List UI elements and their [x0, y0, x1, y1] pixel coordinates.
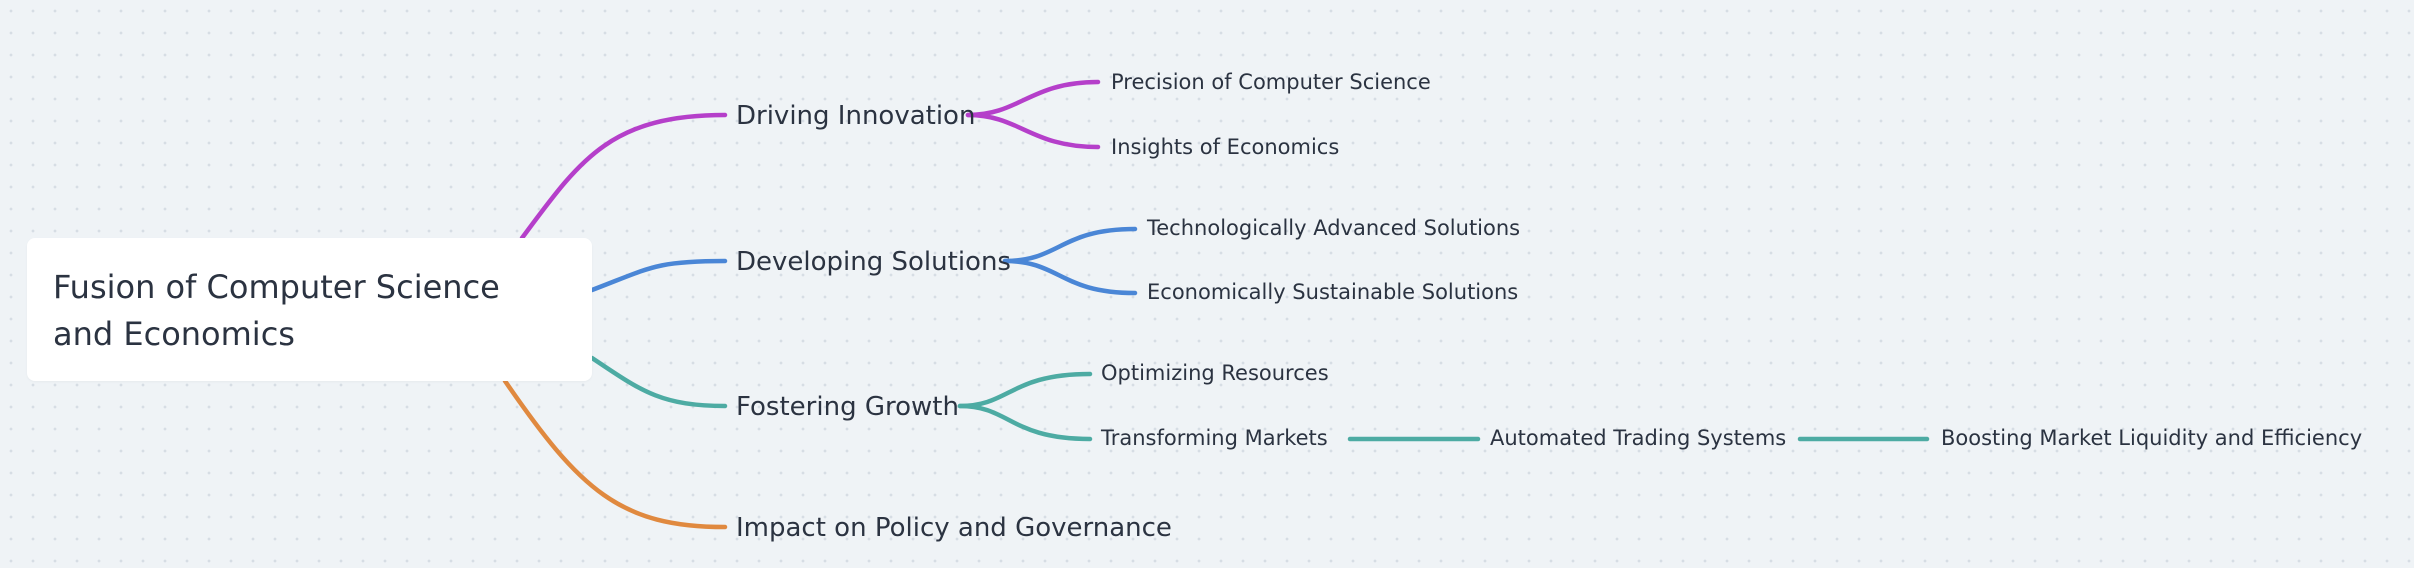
node-automated-trading-systems[interactable]: Automated Trading Systems: [1490, 426, 1787, 450]
edge-root-policy-governance: [502, 378, 728, 530]
edge-driving-innovation-precision: [965, 79, 1101, 118]
node-driving-innovation[interactable]: Driving Innovation: [736, 101, 976, 131]
edge-developing-solutions-tech: [1002, 226, 1138, 264]
edge-root-driving-innovation: [519, 112, 728, 241]
root-node[interactable]: Fusion of Computer Science and Economics: [27, 238, 592, 381]
node-economically-sustainable-solutions[interactable]: Economically Sustainable Solutions: [1147, 280, 1519, 304]
edge-fostering-growth-optimizing: [957, 371, 1093, 409]
node-insights-of-economics[interactable]: Insights of Economics: [1111, 135, 1340, 159]
edge-fostering-growth-transforming: [957, 403, 1093, 442]
node-developing-solutions[interactable]: Developing Solutions: [736, 247, 1011, 277]
edge-root-fostering-growth: [589, 355, 728, 409]
node-boosting-market-liquidity[interactable]: Boosting Market Liquidity and Efficiency: [1941, 426, 2363, 450]
node-transforming-markets[interactable]: Transforming Markets: [1101, 426, 1328, 450]
node-fostering-growth[interactable]: Fostering Growth: [736, 392, 959, 422]
edge-driving-innovation-insights: [965, 112, 1101, 150]
root-node-title: Fusion of Computer Science and Economics: [53, 268, 500, 353]
node-technologically-advanced-solutions[interactable]: Technologically Advanced Solutions: [1147, 216, 1521, 240]
edge-developing-solutions-econ: [1002, 258, 1138, 296]
node-precision-of-computer-science[interactable]: Precision of Computer Science: [1111, 70, 1431, 94]
edge-root-developing-solutions: [589, 258, 728, 293]
node-impact-on-policy-and-governance[interactable]: Impact on Policy and Governance: [736, 513, 1172, 543]
node-optimizing-resources[interactable]: Optimizing Resources: [1101, 361, 1329, 385]
